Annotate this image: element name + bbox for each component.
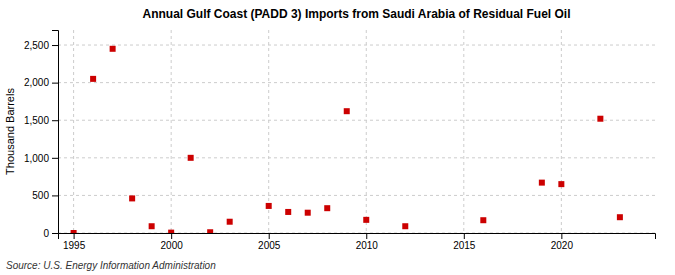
tick: 1,500: [24, 115, 58, 126]
tick-label: 2020: [551, 240, 574, 251]
tick: 2,000: [24, 77, 58, 88]
tick-mark: [52, 45, 58, 46]
tick-label: 2005: [258, 240, 281, 251]
point: [168, 230, 174, 233]
point: [149, 223, 155, 229]
grid-line: [58, 82, 655, 83]
annotation: Source: U.S. Energy Information Administ…: [6, 260, 216, 271]
grid-line: [463, 30, 464, 233]
point: [558, 181, 564, 187]
tick-mark: [561, 233, 562, 239]
grid-line: [58, 120, 655, 121]
title: Annual Gulf Coast (PADD 3) Imports from …: [142, 7, 570, 21]
grid-line: [561, 30, 562, 233]
tick: 1,000: [24, 153, 58, 164]
tick: 0: [43, 228, 58, 239]
point: [402, 223, 408, 229]
x-axis: 1995 2000 2005 2010 2015 2020: [59, 233, 656, 251]
point: [480, 217, 486, 223]
point: [539, 180, 545, 186]
y-axis: 0 500 1,000 1,500 2,000 2,500: [24, 31, 59, 239]
point: [597, 116, 603, 122]
grid: [58, 30, 655, 233]
tick-label: 1,500: [24, 115, 49, 126]
tick-label: 2015: [453, 240, 476, 251]
point: [305, 210, 311, 216]
tick-mark: [52, 158, 58, 159]
tick-label: 1,000: [24, 153, 49, 164]
tick-label: 500: [32, 190, 49, 201]
point: [71, 230, 77, 233]
grid-line: [58, 157, 655, 158]
tick: 2020: [551, 233, 574, 251]
grid-line: [58, 195, 655, 196]
tick-mark: [52, 120, 58, 121]
grid-line: [171, 30, 172, 233]
point: [324, 205, 330, 211]
points: [71, 46, 623, 233]
tick: 2000: [161, 233, 184, 251]
point: [110, 46, 116, 52]
grid-line: [73, 30, 74, 233]
point: [617, 214, 623, 220]
tick-label: 2,000: [24, 77, 49, 88]
tick-label: 0: [43, 228, 49, 239]
plot: 1995 2000 2005 2010 2015 2020 0 500 1,000 1,500 2,…: [24, 30, 656, 251]
tick: 500: [32, 190, 58, 201]
point: [227, 219, 233, 225]
tick-mark: [366, 233, 367, 239]
point: [188, 155, 194, 161]
tick-mark: [464, 233, 465, 239]
point: [285, 209, 291, 215]
chart: 1995 2000 2005 2010 2015 2020 0 500 1,000 1,500 2,…: [0, 0, 675, 275]
grid-line: [58, 45, 655, 46]
tick-label: 1995: [63, 240, 86, 251]
tick-mark: [74, 233, 75, 239]
y-axis-title: Thousand Barrels: [4, 88, 16, 175]
tick: 1995: [63, 233, 86, 251]
tick-label: 2010: [356, 240, 379, 251]
tick-mark: [52, 195, 58, 196]
tick-label: 2000: [161, 240, 184, 251]
point: [90, 76, 96, 82]
tick-mark: [52, 83, 58, 84]
grid-line: [268, 30, 269, 233]
point: [129, 195, 135, 201]
tick-mark: [171, 233, 172, 239]
point: [266, 203, 272, 209]
axis-line: [59, 234, 656, 240]
point: [344, 108, 350, 114]
point: [207, 229, 213, 233]
tick: 2,500: [24, 40, 58, 51]
tick: 2015: [453, 233, 476, 251]
axis-line: [52, 31, 59, 234]
tick: 2005: [258, 233, 281, 251]
grid-line: [366, 30, 367, 233]
point: [363, 217, 369, 223]
tick-label: 2,500: [24, 40, 49, 51]
tick: 2010: [356, 233, 379, 251]
tick-mark: [269, 233, 270, 239]
tick-mark: [52, 233, 58, 234]
